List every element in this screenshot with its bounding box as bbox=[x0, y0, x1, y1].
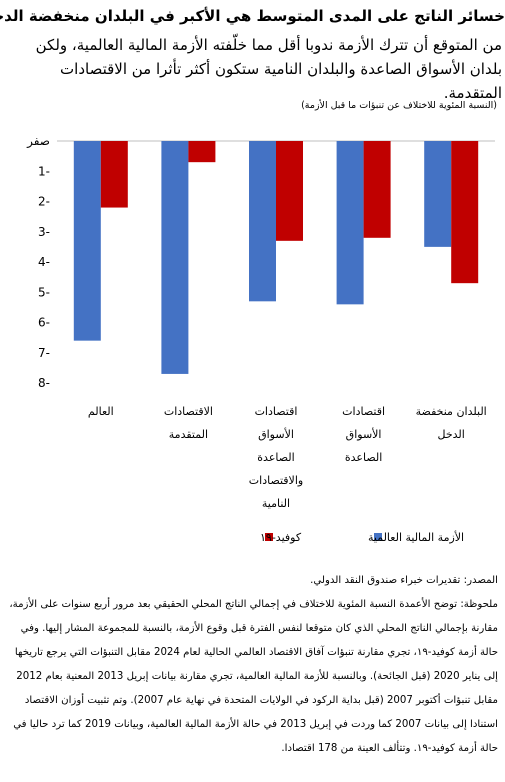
x-category-label: الاقتصادات bbox=[164, 405, 213, 418]
y-tick-label: 1- bbox=[38, 164, 50, 178]
bar-covid bbox=[363, 141, 391, 238]
chart-title: خسائر الناتج على المدى المتوسط هي الأكبر… bbox=[0, 7, 505, 25]
bar-covid bbox=[451, 141, 479, 284]
y-tick-label: 4- bbox=[38, 255, 50, 269]
notes-block: المصدر: تقديرات خبراء صندوق النقد الدولي… bbox=[6, 569, 498, 761]
x-category-label: البلدان منخفضة bbox=[416, 405, 487, 418]
legend-label: الأزمة المالية العالمية bbox=[368, 530, 464, 544]
bar-gfc bbox=[161, 141, 189, 374]
bar-covid bbox=[188, 141, 216, 163]
x-category-label: الأسواق bbox=[346, 427, 382, 441]
x-category-label: اقتصادات bbox=[255, 405, 298, 418]
x-category-label: الأسواق bbox=[258, 427, 294, 441]
x-category-label: المتقدمة bbox=[169, 428, 208, 441]
y-tick-label: 7- bbox=[38, 346, 50, 360]
y-tick-label: 3- bbox=[38, 225, 50, 239]
x-category-label: النامية bbox=[262, 497, 290, 510]
y-tick-label: 2- bbox=[38, 195, 50, 209]
legend-label: كوفيد-١٩ bbox=[260, 531, 302, 544]
source-text: المصدر: تقديرات خبراء صندوق النقد الدولي… bbox=[310, 575, 498, 586]
x-category-label: الصاعدة bbox=[257, 451, 294, 464]
x-category-label: الصاعدة bbox=[345, 451, 382, 464]
x-category-label: العالم bbox=[88, 405, 114, 418]
y-tick-label: 8- bbox=[38, 376, 50, 390]
bar-covid bbox=[276, 141, 303, 241]
x-category-label: الدخل bbox=[438, 428, 465, 441]
y-tick-label: صفر bbox=[26, 134, 50, 149]
bar-gfc bbox=[73, 141, 101, 341]
bar-covid bbox=[100, 141, 128, 208]
x-category-label: والاقتصادات bbox=[249, 474, 303, 487]
bar-gfc bbox=[424, 141, 452, 247]
bar-gfc bbox=[249, 141, 276, 302]
units-label: (النسبة المئوية للاختلاف عن تنبؤات ما قب… bbox=[301, 100, 497, 111]
legend-swatch bbox=[265, 533, 273, 541]
y-tick-label: 6- bbox=[38, 316, 50, 330]
note-text: ملحوظة: توضح الأعمدة النسبة المئوية للاخ… bbox=[9, 599, 498, 754]
x-category-label: اقتصادات bbox=[342, 405, 385, 418]
y-tick-label: 5- bbox=[38, 285, 50, 299]
bar-chart: صفر 1- 2- 3- 4- 5- 6- 7- 8- البلدان منخفضة الدخل ا… bbox=[26, 134, 495, 544]
chart-subtitle: من المتوقع أن تترك الأزمة ندوبا أقل مما … bbox=[35, 36, 502, 102]
bar-gfc bbox=[336, 141, 364, 305]
legend-swatch bbox=[374, 533, 382, 541]
